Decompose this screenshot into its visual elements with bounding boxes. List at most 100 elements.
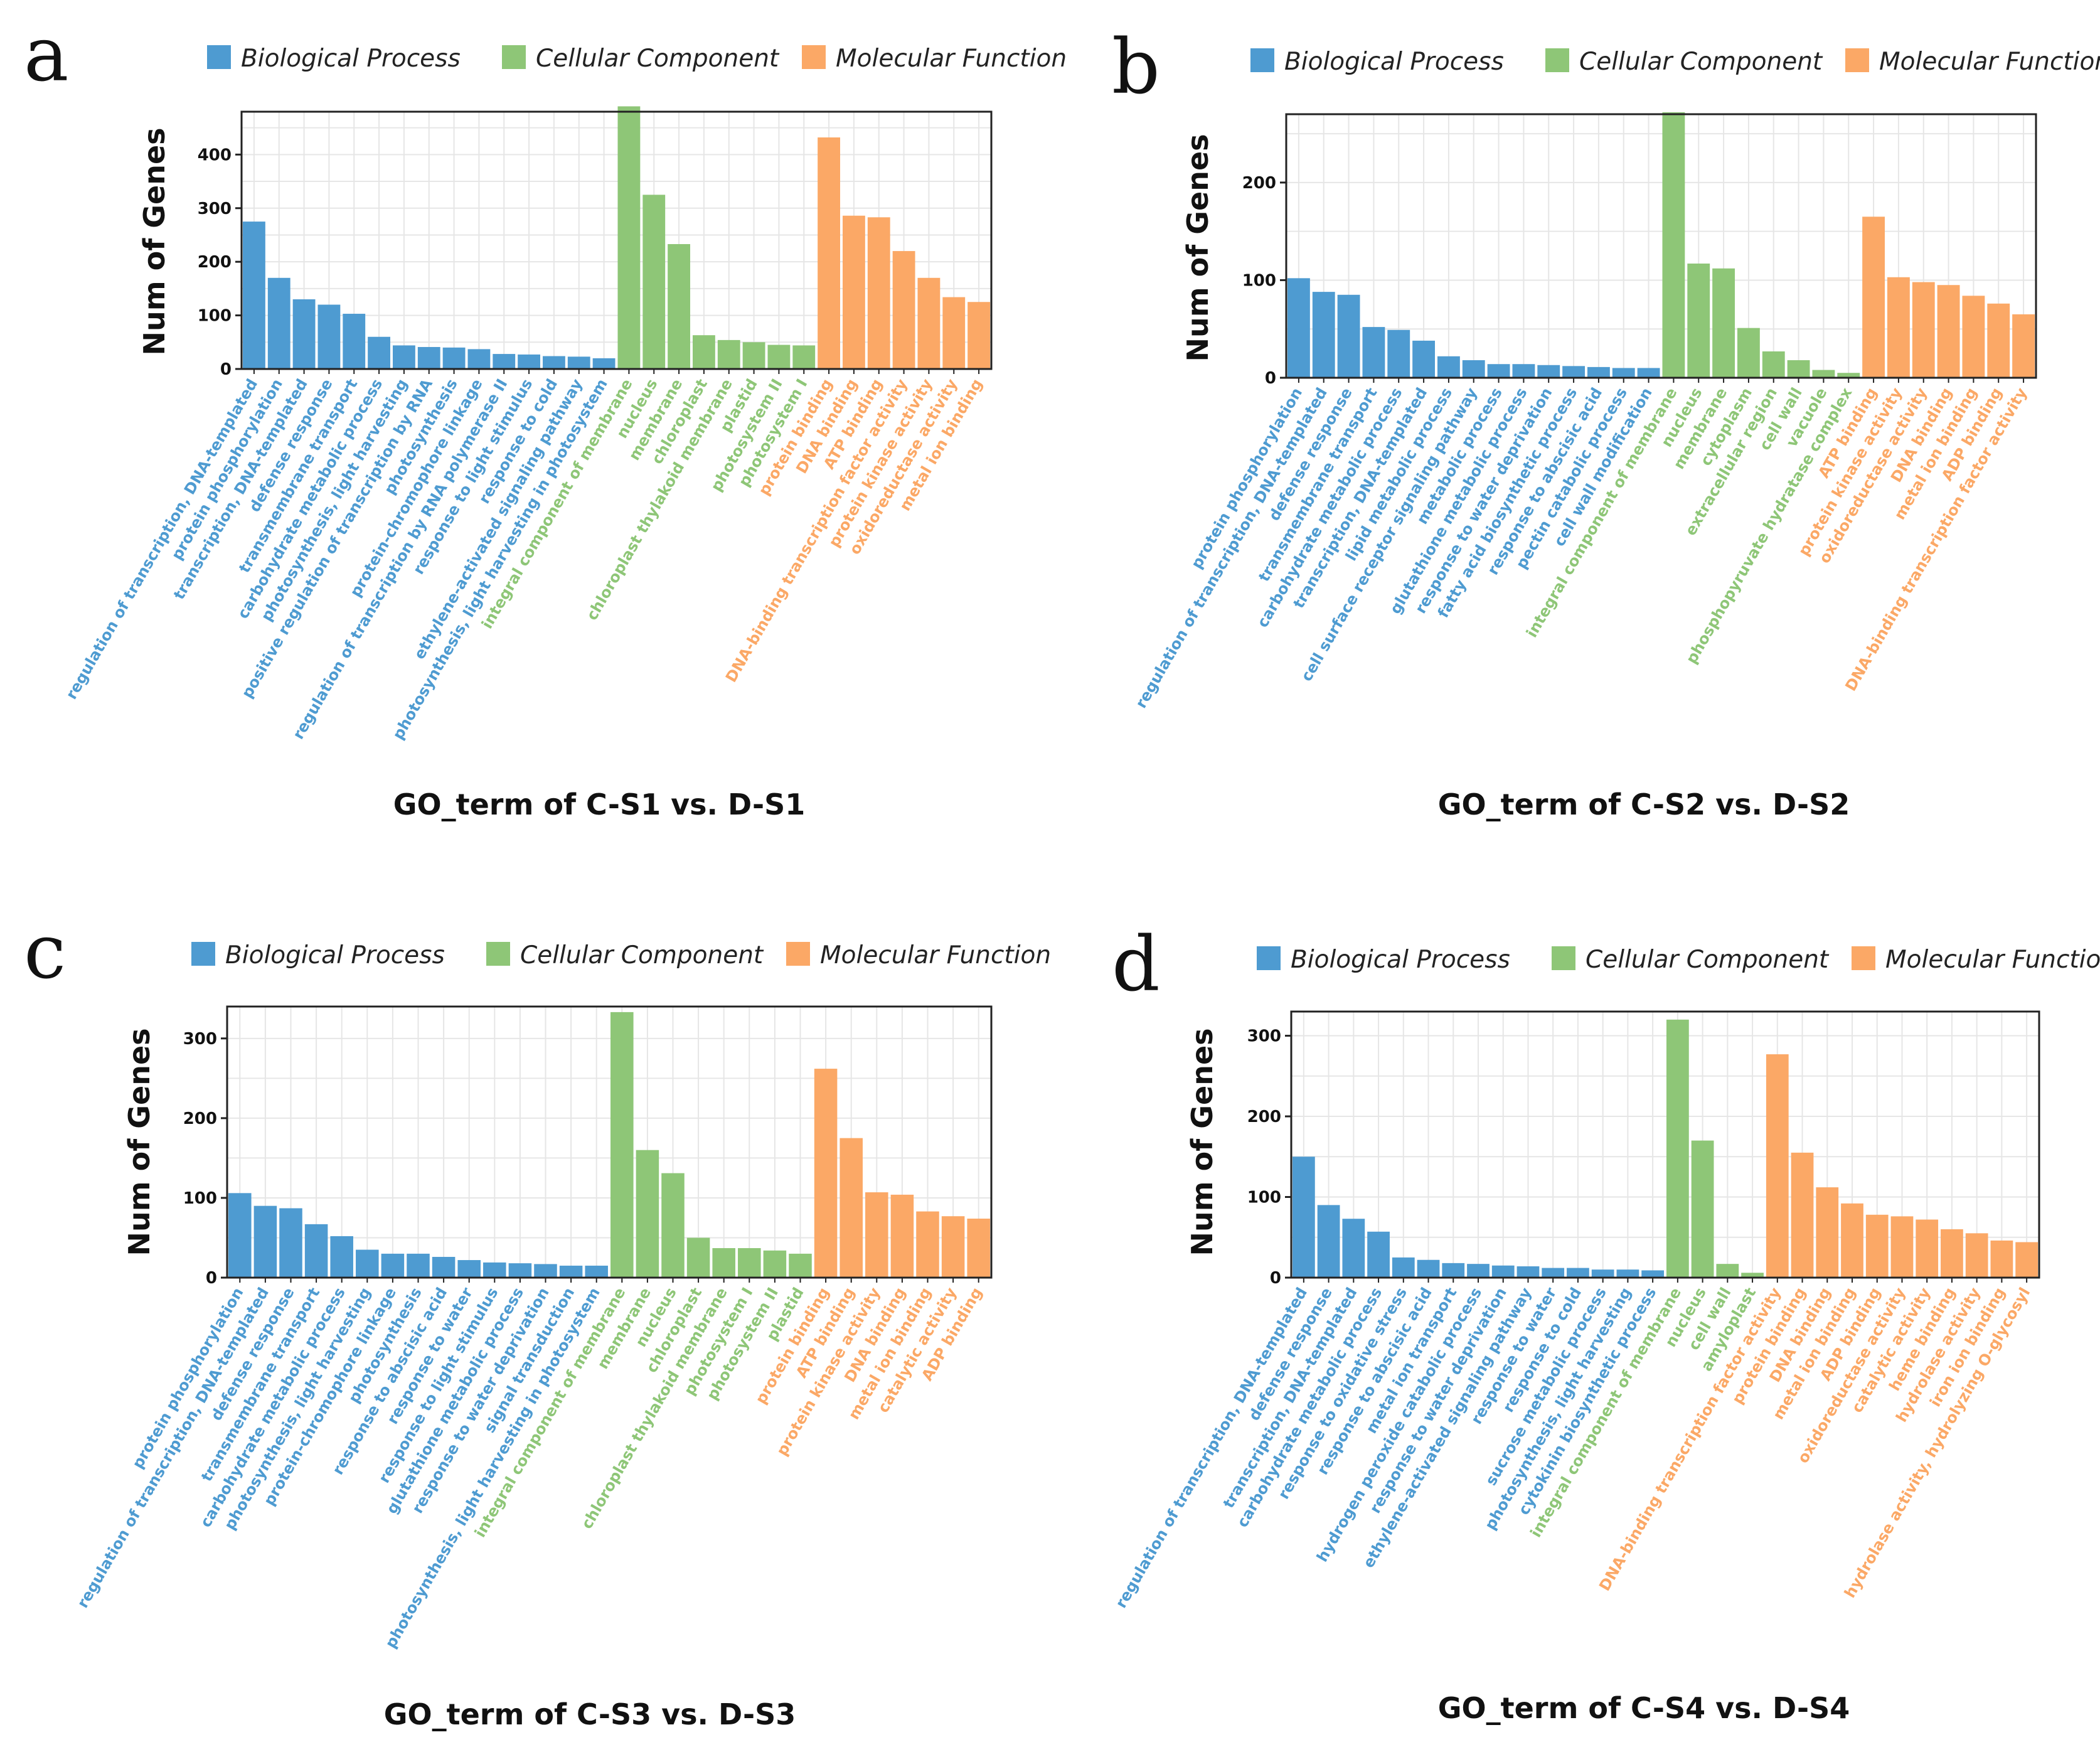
bar-glutathione-metabolic-process — [508, 1263, 532, 1278]
bar-chloroplast — [686, 1237, 710, 1278]
legend-swatch-biological-process — [1250, 48, 1274, 72]
bar-photosynthesis-light-harvesting — [1616, 1269, 1639, 1278]
bar-pectin-catabolic-process — [1612, 368, 1635, 378]
bar-protein-phosphorylation — [267, 277, 290, 369]
y-tick-label: 0 — [1270, 1269, 1281, 1288]
legend-swatch-molecular-function — [1852, 946, 1875, 970]
bar-metal-ion-binding — [1962, 296, 1985, 378]
legend-label-cellular-component: Cellular Component — [1579, 48, 1823, 76]
bar-dna-binding-transcription-factor-activity — [892, 251, 915, 369]
bar-photosynthesis-light-harvesting — [356, 1249, 379, 1278]
bar-protein-binding — [814, 1069, 838, 1278]
bar-transcription-dna-templated — [1412, 340, 1436, 378]
bar-membrane — [636, 1150, 659, 1278]
legend-label-molecular-function: Molecular Function — [836, 45, 1067, 73]
bar-protein-phosphorylation — [228, 1193, 252, 1278]
bar-transmembrane-transport — [343, 314, 366, 369]
bar-hydrolase-activity-hydrolyzing-o-glycosyl — [2015, 1242, 2039, 1278]
bar-integral-component-of-membrane — [617, 106, 641, 370]
legend-swatch-biological-process — [1257, 946, 1281, 970]
bar-dna-binding-transcription-factor-activity — [2012, 314, 2035, 378]
bar-photosystem-i — [792, 345, 816, 369]
bar-protein-binding — [818, 137, 841, 369]
bar-protein-kinase-activity — [1887, 277, 1910, 378]
legend-swatch-biological-process — [191, 942, 215, 966]
y-tick-label: 300 — [1247, 1027, 1281, 1046]
bar-oxidoreductase-activity — [942, 297, 966, 369]
bar-protein-kinase-activity — [917, 277, 941, 369]
bar-cytoplasm — [1737, 328, 1760, 378]
bar-defense-response — [279, 1208, 302, 1278]
bar-metal-ion-binding — [967, 302, 991, 369]
bar-lipid-metabolic-process — [1437, 356, 1460, 378]
bar-response-to-cold — [542, 356, 565, 369]
bar-photosystem-ii — [763, 1250, 787, 1278]
bar-response-to-abscisic-acid — [432, 1256, 456, 1278]
x-axis-title-d: GO_term of C-S4 vs. D-S4 — [1438, 1691, 1850, 1725]
legend-swatch-cellular-component — [1545, 48, 1569, 72]
bar-adp-binding — [1865, 1214, 1889, 1278]
bar-photosynthesis-light-harvesting — [392, 345, 415, 369]
legend-label-biological-process: Biological Process — [1284, 48, 1504, 76]
bar-nucleus — [661, 1173, 685, 1278]
y-tick-label: 100 — [1242, 271, 1276, 290]
bar-photosynthesis-light-harvesting-in-photosystem — [585, 1265, 608, 1278]
x-tick-label: regulation of transcription, DNA-templat… — [63, 376, 262, 702]
bar-amyloplast — [1741, 1273, 1764, 1278]
bar-metal-ion-transport — [1442, 1263, 1465, 1278]
bar-protein-chromophore-linkage — [381, 1253, 405, 1278]
plot-frame — [1285, 113, 2037, 379]
legend-d: Biological Process Cellular Component Mole… — [1257, 946, 2100, 974]
bar-response-to-cold — [1567, 1268, 1589, 1278]
bar-protein-kinase-activity — [865, 1192, 888, 1278]
bar-chloroplast-thylakoid-membrane — [712, 1247, 735, 1278]
panel-label-a: a — [24, 11, 69, 99]
bar-response-to-water-deprivation — [534, 1264, 557, 1278]
legend-swatch-cellular-component — [502, 45, 526, 69]
bar-positive-regulation-of-transcription-by-rna — [417, 346, 440, 369]
bar-response-to-abscisic-acid — [1417, 1259, 1440, 1278]
bar-dna-binding — [1816, 1187, 1839, 1278]
bar-oxidoreductase-activity — [1890, 1216, 1914, 1278]
legend-swatch-molecular-function — [786, 942, 810, 966]
bar-photosystem-ii — [767, 345, 791, 369]
legend-c: Biological Process Cellular Component Mole… — [191, 941, 1051, 970]
bar-carbohydrate-metabolic-process — [1387, 329, 1410, 378]
bar-response-to-abscisic-acid — [1587, 366, 1610, 378]
bar-chloroplast — [692, 335, 715, 369]
panel-label-b: b — [1112, 24, 1160, 111]
bar-dna-binding-transcription-factor-activity — [1766, 1054, 1789, 1278]
plot-frame — [240, 110, 993, 370]
bar-transmembrane-transport — [304, 1224, 328, 1278]
bar-dna-binding — [842, 215, 865, 369]
bar-hydrolase-activity — [1965, 1233, 1988, 1278]
y-tick-label: 400 — [198, 146, 232, 164]
bar-cytokinin-biosynthetic-process — [1641, 1270, 1665, 1278]
bar-atp-binding — [867, 217, 890, 369]
bar-dna-binding — [1937, 285, 1960, 378]
bar-response-to-water — [457, 1260, 481, 1278]
bar-glutathione-metabolic-process — [1512, 364, 1535, 378]
bar-catalytic-activity — [941, 1216, 965, 1278]
bar-response-to-water-deprivation — [1491, 1265, 1515, 1278]
legend-swatch-cellular-component — [1552, 946, 1575, 970]
legend-label-biological-process: Biological Process — [225, 941, 445, 970]
bar-membrane — [1712, 268, 1735, 378]
bar-heme-binding — [1941, 1229, 1963, 1278]
bar-photosynthesis-light-harvesting-in-photosystem — [592, 358, 616, 369]
bar-regulation-of-transcription-dna-templated — [242, 222, 265, 369]
bar-cell-wall — [1787, 360, 1810, 378]
legend-label-cellular-component: Cellular Component — [536, 45, 780, 73]
legend-swatch-molecular-function — [802, 45, 826, 69]
bar-phosphopyruvate-hydratase-complex — [1837, 373, 1860, 378]
plot-frame — [226, 1005, 993, 1279]
bar-response-to-light-stimulus — [483, 1262, 506, 1278]
bar-cell-wall-modification — [1637, 368, 1660, 378]
plot-background — [227, 1007, 991, 1278]
bar-metal-ion-binding — [916, 1211, 939, 1278]
bar-chloroplast-thylakoid-membrane — [717, 339, 740, 369]
bar-nucleus — [642, 195, 666, 369]
legend-label-cellular-component: Cellular Component — [520, 941, 764, 970]
plot-background — [1291, 1012, 2039, 1278]
